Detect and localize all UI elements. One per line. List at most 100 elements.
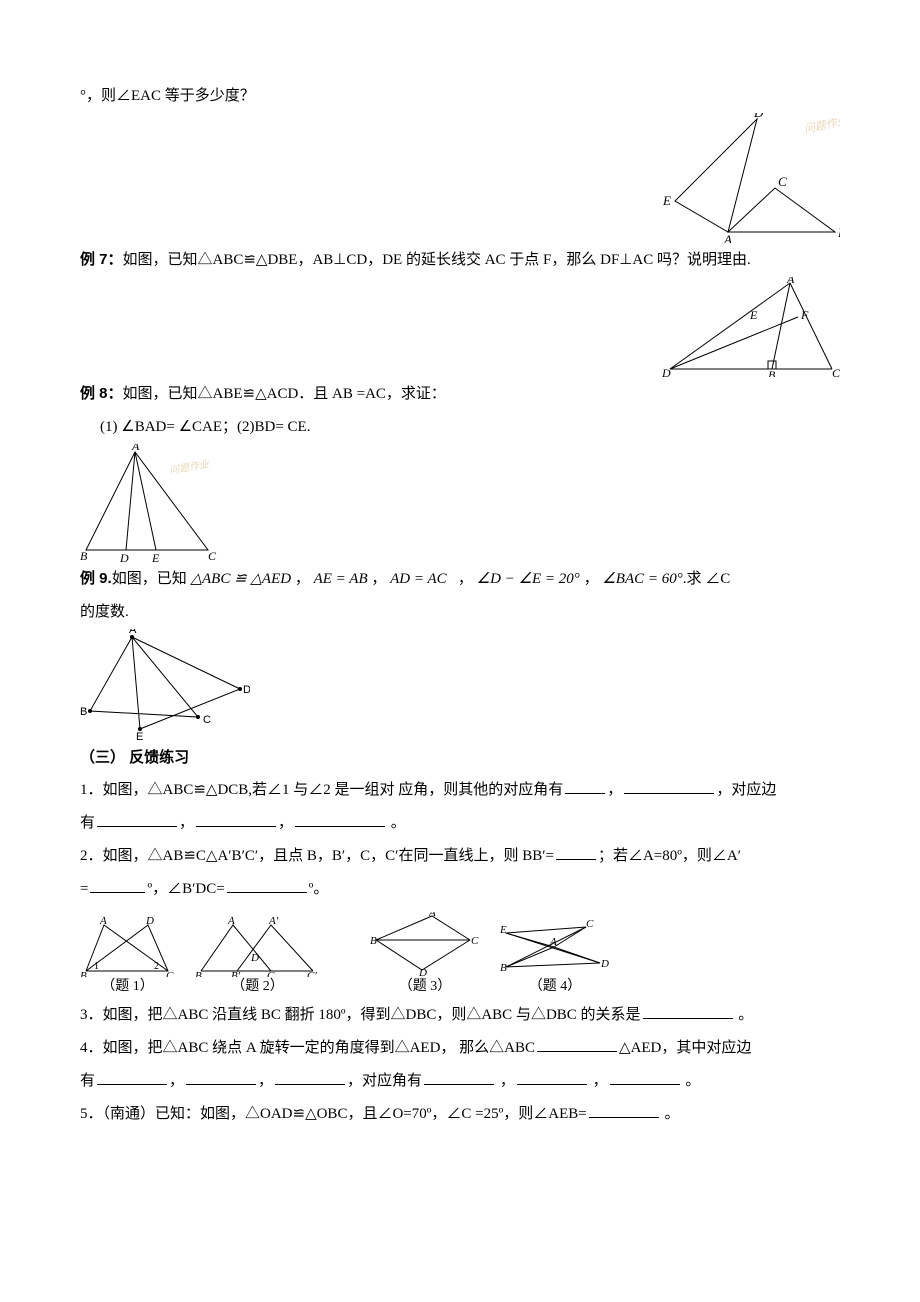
ex7-line: 例 7：如图，已知△ABC≌△DBE，AB⊥CD，DE 的延长线交 AC 于点 … xyxy=(80,243,840,277)
f7-B: B xyxy=(768,368,776,377)
f7-D: D xyxy=(661,366,671,377)
section-3: （三） 反馈练习 xyxy=(80,741,840,774)
svg-text:D: D xyxy=(250,952,259,964)
q1-line2: 有，， 。 xyxy=(80,807,840,840)
svg-text:A: A xyxy=(549,936,557,948)
q5-bl[interactable] xyxy=(589,1102,659,1118)
svg-text:C: C xyxy=(166,970,174,977)
q2-a: 2．如图，△AB≌C△A′B′C′，且点 B，B′，C，C′在同一直线上，则 B… xyxy=(80,848,554,864)
q4-bl2[interactable] xyxy=(97,1069,167,1085)
fig-q3: B C A D （题 3） xyxy=(370,912,480,997)
lbl-E: E xyxy=(662,193,671,208)
f7-C: C xyxy=(832,366,840,377)
cap3: （题 3） xyxy=(370,977,480,997)
q1-bl5[interactable] xyxy=(295,811,385,827)
lbl-C: C xyxy=(778,174,787,189)
q1-bl4[interactable] xyxy=(196,811,276,827)
svg-text:A′: A′ xyxy=(268,917,279,927)
figure-top: 问题作业 A B C D E xyxy=(655,113,840,243)
q4-d: ， xyxy=(169,1073,184,1089)
q2-bl2[interactable] xyxy=(90,877,145,893)
f9-aed xyxy=(132,637,240,729)
f7-da xyxy=(670,283,790,369)
q5: 5．（南通）已知：如图，△OAD≌△OBC，且∠O=70º，∠C =25º，则∠… xyxy=(80,1098,840,1131)
svg-text:E: E xyxy=(500,924,507,936)
q1-bl1[interactable] xyxy=(565,778,605,794)
ex9-m6: .求 ∠C xyxy=(683,571,731,587)
svg-text:D: D xyxy=(145,917,154,927)
q5-a: 5．（南通）已知：如图，△OAD≌△OBC，且∠O=70º，∠C =25º，则∠… xyxy=(80,1106,587,1122)
watermark: 问题作业 xyxy=(803,114,840,136)
ex8-text: 如图，已知△ABE≌△ACD．且 AB =AC，求证： xyxy=(123,386,446,402)
q4-h: ， xyxy=(589,1073,608,1089)
svg-text:A: A xyxy=(428,912,436,919)
q4-bl4[interactable] xyxy=(275,1069,345,1085)
svg-text:C: C xyxy=(471,935,479,947)
svg-text:B: B xyxy=(500,962,507,974)
f9-pD xyxy=(238,687,242,691)
f8-D: D xyxy=(119,551,129,562)
q4-bl5[interactable] xyxy=(424,1069,494,1085)
q3-bl[interactable] xyxy=(643,1003,733,1019)
fig8-svg: 问题作业 A B C D E xyxy=(80,444,220,562)
q4-bl6[interactable] xyxy=(517,1069,587,1085)
q2-e: º。 xyxy=(309,881,329,897)
q4-bl1[interactable] xyxy=(537,1036,617,1052)
ex9-label: 例 9. xyxy=(80,570,112,587)
f9-pC xyxy=(196,715,200,719)
q4-g: ， xyxy=(496,1073,515,1089)
ex9-p1: 如图，已知 xyxy=(112,571,187,587)
q1-a: 1．如图，△ABC≌△DCB,若∠1 与∠2 是一组对 应角，则其他的对应角有 xyxy=(80,782,563,798)
q4-a: 4．如图，把△ABC 绕点 A 旋转一定的角度得到△AED， 那么△ABC xyxy=(80,1040,535,1056)
svg-text:B: B xyxy=(195,970,202,977)
lbl-A: A xyxy=(723,232,732,243)
f7-df xyxy=(670,317,798,369)
f8-E: E xyxy=(151,551,160,562)
figure-9: A B C D E xyxy=(80,629,840,741)
tri-ade xyxy=(675,119,757,232)
f9-C: C xyxy=(203,714,211,726)
fig-q4: E C B D A （题 4） xyxy=(500,919,610,997)
fig7-svg: A B C D E F xyxy=(660,277,840,377)
ex7-label: 例 7： xyxy=(80,251,123,268)
fq4-bda xyxy=(506,947,600,967)
svg-text:1: 1 xyxy=(94,961,99,972)
q2-b: ；若∠A=80º，则∠A′ xyxy=(598,848,741,864)
q2-bl3[interactable] xyxy=(227,877,307,893)
q1-bl3[interactable] xyxy=(97,811,177,827)
svg-text:D: D xyxy=(600,958,609,970)
q1-a2: 有 xyxy=(80,815,95,831)
f9-abc xyxy=(90,637,198,717)
fq3-bdc xyxy=(376,940,470,970)
fig-q2: B B′ C C′ A A′ D （题 2） xyxy=(195,917,320,997)
f9-pB xyxy=(88,709,92,713)
f9-A: A xyxy=(129,629,137,636)
q1-b: ， xyxy=(607,782,622,798)
q2-line2: =º，∠B′DC=º。 xyxy=(80,873,840,906)
ex8-sub: (1) ∠BAD= ∠CAE；(2)BD= CE. xyxy=(80,411,840,444)
svg-text:C′: C′ xyxy=(307,970,317,977)
q1-bl2[interactable] xyxy=(624,778,714,794)
ex9-tail: 的度数. xyxy=(80,596,840,629)
ex9-line: 例 9.如图，已知 △ABC ≌ △AED ， AE = AB ， AD = A… xyxy=(80,562,840,596)
f8-B: B xyxy=(80,549,88,562)
svg-text:B′: B′ xyxy=(231,970,241,977)
q1: 1．如图，△ABC≌△DCB,若∠1 与∠2 是一组对 应角，则其他的对应角有 ，… xyxy=(80,774,840,807)
svg-text:A: A xyxy=(99,917,107,927)
q4-bl3[interactable] xyxy=(186,1069,256,1085)
q3-a: 3．如图，把△ABC 沿直线 BC 翻折 180º，得到△DBC，则△ABC 与… xyxy=(80,1007,641,1023)
fig9-svg: A B C D E xyxy=(80,629,250,741)
svg-text:C: C xyxy=(267,970,275,977)
q4-bl7[interactable] xyxy=(610,1069,680,1085)
ex9-m4: ∠D − ∠E = 20° xyxy=(477,571,580,587)
f7-F: F xyxy=(800,308,809,322)
cont-text: °，则∠EAC 等于多少度？ xyxy=(80,88,255,104)
q2-bl1[interactable] xyxy=(556,844,596,860)
figure-8: 问题作业 A B C D E xyxy=(80,444,840,562)
q4: 4．如图，把△ABC 绕点 A 旋转一定的角度得到△AED， 那么△ABC △AE… xyxy=(80,1032,840,1065)
q1-c: ，对应边 xyxy=(716,782,776,798)
svg-text:B: B xyxy=(370,935,377,947)
q4-b: △AED，其中对应边 xyxy=(619,1040,751,1056)
figures-row: B C A D 1 2 （题 1） B B′ C C′ A A′ xyxy=(80,912,840,997)
svg-text:C: C xyxy=(586,919,594,930)
